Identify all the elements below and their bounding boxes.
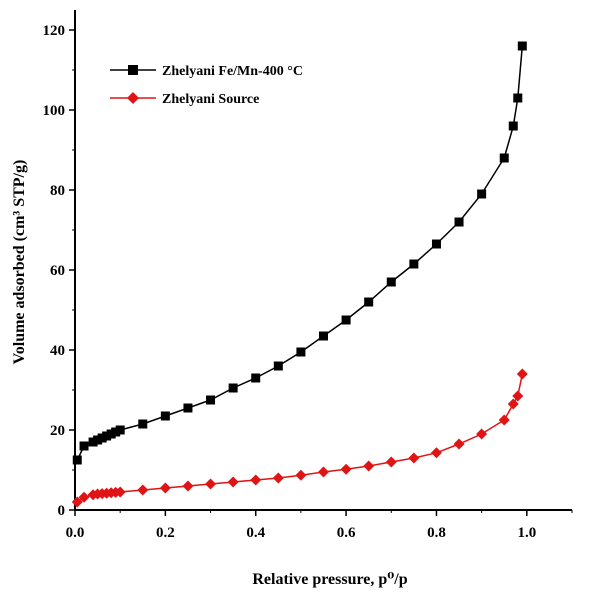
y-tick-label: 80 (50, 183, 65, 199)
data-point (114, 486, 126, 498)
data-point (78, 491, 90, 503)
data-point (517, 41, 527, 51)
data-point (206, 395, 216, 405)
data-point (516, 368, 528, 380)
y-tick-label: 20 (50, 423, 65, 439)
series-2 (71, 368, 528, 508)
data-point (364, 297, 374, 307)
data-point (71, 496, 83, 508)
x-tick-label: 0.6 (337, 525, 356, 541)
series-line (76, 373, 524, 503)
data-point (499, 153, 509, 163)
x-tick-label: 0.2 (156, 525, 175, 541)
x-axis-title: Relative pressure, p⁰/p (252, 571, 407, 588)
legend-marker-2 (127, 92, 139, 104)
data-point (159, 482, 171, 494)
data-point (513, 93, 523, 103)
data-point (227, 476, 239, 488)
y-tick-label: 0 (58, 503, 66, 519)
y-axis-title: Volume adsorbed (cm³ STP/g) (11, 160, 28, 365)
series-layer (71, 41, 528, 508)
data-point (430, 447, 442, 459)
data-point (512, 390, 524, 402)
legend-entry-1: Zhelyani Fe/Mn-400 °C (110, 64, 303, 79)
data-point (454, 217, 464, 227)
data-point (115, 425, 125, 435)
y-tick-label: 100 (43, 103, 66, 119)
data-point (295, 469, 307, 481)
data-point (341, 315, 351, 325)
legend-label-2: Zhelyani Source (162, 92, 259, 107)
data-point (476, 428, 488, 440)
data-point (111, 427, 121, 437)
x-tick-label: 0.4 (246, 525, 265, 541)
data-point (93, 435, 103, 445)
legend-label-1: Zhelyani Fe/Mn-400 °C (162, 64, 303, 79)
legend: Zhelyani Fe/Mn-400 °C Zhelyani Source (110, 64, 303, 107)
y-tick-label: 120 (43, 23, 66, 39)
series-1 (72, 41, 527, 465)
data-point (363, 460, 375, 472)
series-line (76, 45, 524, 461)
data-point (250, 474, 262, 486)
data-point (160, 411, 170, 421)
data-point (272, 472, 284, 484)
x-tick-label: 0.0 (66, 525, 85, 541)
data-point (97, 433, 107, 443)
data-point (79, 441, 89, 451)
data-point (273, 361, 283, 371)
data-point (477, 189, 487, 199)
x-axis-ticks: 0.0 0.2 0.4 0.6 0.8 1.0 (66, 510, 573, 541)
data-point (183, 403, 193, 413)
y-tick-label: 40 (50, 343, 65, 359)
data-point (182, 480, 194, 492)
data-point (408, 452, 420, 464)
data-point (106, 429, 116, 439)
x-tick-label: 0.8 (427, 525, 446, 541)
data-point (319, 331, 328, 341)
data-point (507, 398, 519, 410)
y-axis-ticks: 0 20 40 60 80 100 120 (43, 23, 75, 519)
data-point (318, 466, 329, 478)
data-point (251, 373, 261, 383)
data-point (498, 414, 510, 426)
legend-marker-1 (128, 65, 138, 75)
data-point (72, 455, 82, 465)
data-point (431, 239, 441, 249)
data-point (340, 463, 352, 475)
x-tick-label: 1.0 (517, 525, 536, 541)
legend-entry-2: Zhelyani Source (110, 92, 259, 107)
data-point (409, 259, 419, 269)
data-point (386, 277, 396, 287)
data-point (453, 438, 465, 450)
data-point (228, 383, 238, 393)
plot-area (74, 10, 572, 511)
data-point (508, 121, 518, 131)
data-point (296, 347, 306, 357)
data-point (102, 431, 112, 441)
y-tick-label: 60 (50, 263, 65, 279)
data-point (138, 419, 148, 429)
data-point (205, 478, 217, 490)
data-point (88, 437, 98, 447)
data-point (385, 456, 397, 468)
data-point (137, 484, 149, 496)
